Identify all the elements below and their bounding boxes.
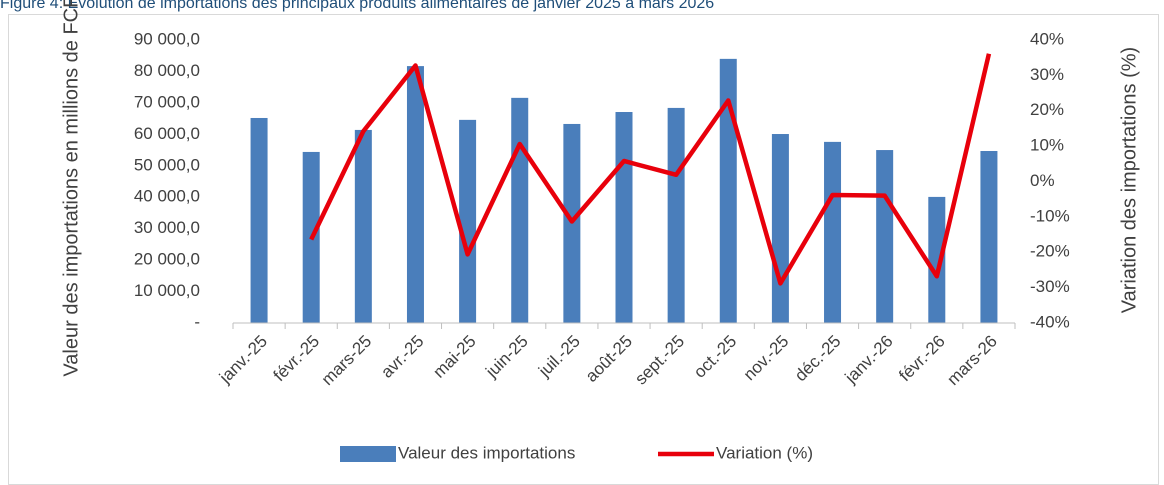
bar [615,112,633,323]
x-tick-label: nov.-25 [740,332,793,385]
bar [406,66,424,324]
bar [980,150,998,323]
x-tick-label: janv.-25 [215,332,271,388]
y2-tick-label: 0% [1030,171,1055,190]
x-tick-label: janv.-26 [841,332,897,388]
line [309,53,992,286]
x-tick-label: juin-25 [481,332,531,382]
y2-tick-label: -40% [1030,312,1070,331]
x-tick-label: mars-25 [318,332,376,390]
bar [824,141,842,323]
x-tick-label: juil.-25 [534,332,584,382]
y2-tick-label: 20% [1030,100,1064,119]
y-tick-label: 80 000,0 [134,61,200,80]
bar [771,134,789,323]
y-tick-label: - [194,312,200,331]
y2-tick-label: 10% [1030,136,1064,155]
bar [250,117,268,323]
y-tick-label: 60 000,0 [134,124,200,143]
y-tick-label: 30 000,0 [134,218,200,237]
y-tick-label: 70 000,0 [134,92,200,111]
bar [719,58,737,323]
legend-label: Variation (%) [716,443,813,462]
bar [928,196,946,323]
bar [667,107,685,323]
y-axis-title: Valeur des importations en millions de F… [60,0,82,377]
x-tick-label: mars-26 [943,332,1001,390]
chart-title: Figure 4: Evolution de importations des … [0,0,714,12]
y-tick-label: 20 000,0 [134,250,200,269]
x-tick-label: sept.-25 [631,332,688,389]
y2-tick-label: 30% [1030,65,1064,84]
y2-tick-label: -20% [1030,242,1070,261]
legend-label: Valeur des importations [398,443,575,462]
y2-tick-label: -30% [1030,277,1070,296]
bar [876,150,894,323]
x-tick-label: févr.-26 [895,332,949,386]
y-tick-label: 50 000,0 [134,155,200,174]
y-tick-label: 10 000,0 [134,281,200,300]
y2-tick-label: 40% [1030,29,1064,48]
x-tick-label: avr.-25 [377,332,427,382]
bar [459,119,477,323]
y2-axis-title: Variation des importations (%) [1118,47,1140,313]
x-tick-label: mai-25 [429,332,479,382]
x-tick-label: févr.-25 [270,332,324,386]
bar [511,97,529,323]
y2-tick-label: -10% [1030,206,1070,225]
y-tick-label: 90 000,0 [134,29,200,48]
x-tick-label: déc.-25 [791,332,845,386]
bar [354,129,372,323]
x-tick-label: oct.-25 [690,332,740,382]
legend-swatch [340,446,396,462]
y-tick-label: 40 000,0 [134,187,200,206]
x-tick-label: août-25 [582,332,636,386]
